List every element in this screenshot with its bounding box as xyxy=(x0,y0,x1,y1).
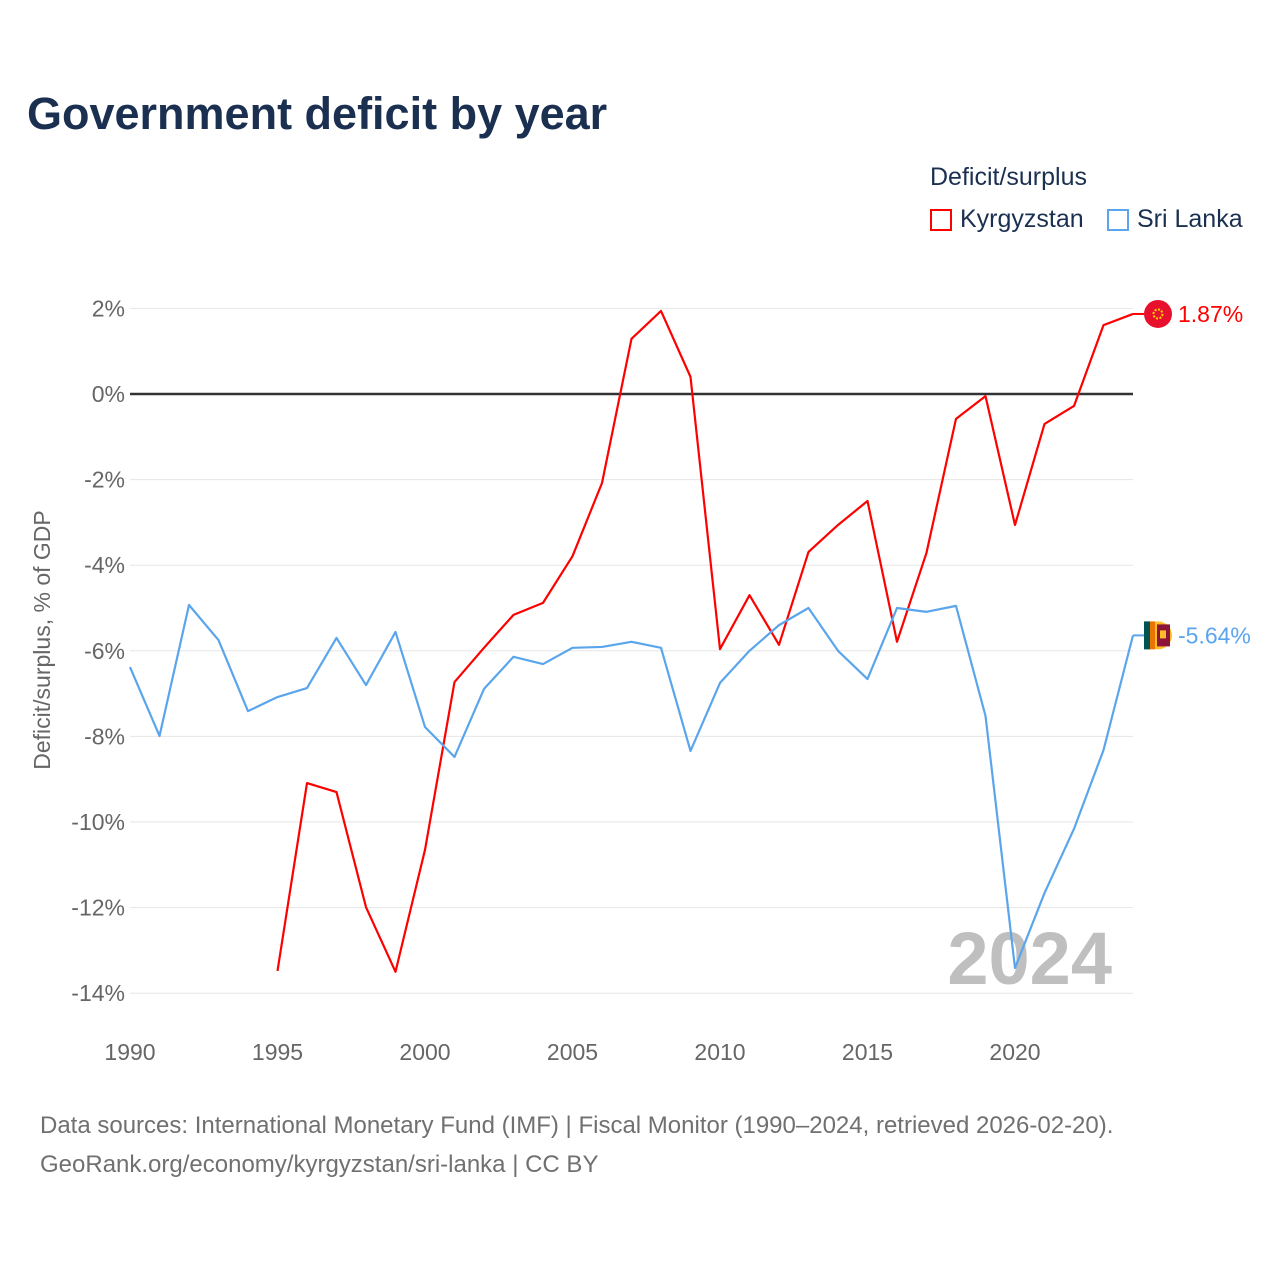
y-tick-label: -8% xyxy=(84,723,125,749)
y-tick-label: 0% xyxy=(92,381,125,407)
x-tick-label: 1990 xyxy=(104,1039,155,1065)
flag-stripe xyxy=(1150,621,1155,650)
legend-swatch xyxy=(1107,208,1129,231)
kyrgyzstan-flag-icon xyxy=(1144,299,1172,328)
y-tick-label: -4% xyxy=(84,552,125,578)
legend-label: Sri Lanka xyxy=(1137,205,1243,233)
footer: Data sources: International Monetary Fun… xyxy=(40,1106,1113,1184)
series-line-sri-lanka xyxy=(128,603,1135,970)
flag-stripe xyxy=(1144,621,1150,650)
x-tick-label: 2000 xyxy=(399,1039,450,1065)
source-link[interactable]: GeoRank.org/economy/kyrgyzstan/sri-lanka… xyxy=(40,1151,599,1178)
chart-title: Government deficit by year xyxy=(27,88,608,139)
x-tick-label: 2020 xyxy=(989,1039,1040,1065)
series-line-kyrgyzstan xyxy=(276,309,1134,973)
legend-item-kyrgyzstan[interactable]: Kyrgyzstan xyxy=(930,205,1084,234)
y-tick-label: -6% xyxy=(84,638,125,664)
y-tick-label: -14% xyxy=(71,980,125,1006)
x-tick-label: 2005 xyxy=(547,1039,598,1065)
y-tick-label: 2% xyxy=(92,295,125,321)
legend-swatch xyxy=(930,208,952,231)
x-tick-label: 2015 xyxy=(842,1039,893,1065)
legend-item-sri-lanka[interactable]: Sri Lanka xyxy=(1107,205,1243,234)
y-tick-label: -2% xyxy=(84,467,125,493)
y-tick-label: -12% xyxy=(71,895,125,921)
end-value-label: -5.64% xyxy=(1178,622,1251,648)
y-axis-label: Deficit/surplus, % of GDP xyxy=(29,510,55,769)
y-tick-label: -10% xyxy=(71,809,125,835)
flag-sun-icon xyxy=(1152,308,1164,320)
x-tick-label: 2010 xyxy=(694,1039,745,1065)
source-note: Data sources: International Monetary Fun… xyxy=(40,1112,1114,1139)
x-tick-label: 1995 xyxy=(252,1039,303,1065)
legend-title: Deficit/surplus xyxy=(930,163,1087,191)
legend-label: Kyrgyzstan xyxy=(960,205,1084,233)
end-value-label: 1.87% xyxy=(1178,301,1243,327)
flag-lion xyxy=(1160,630,1166,639)
